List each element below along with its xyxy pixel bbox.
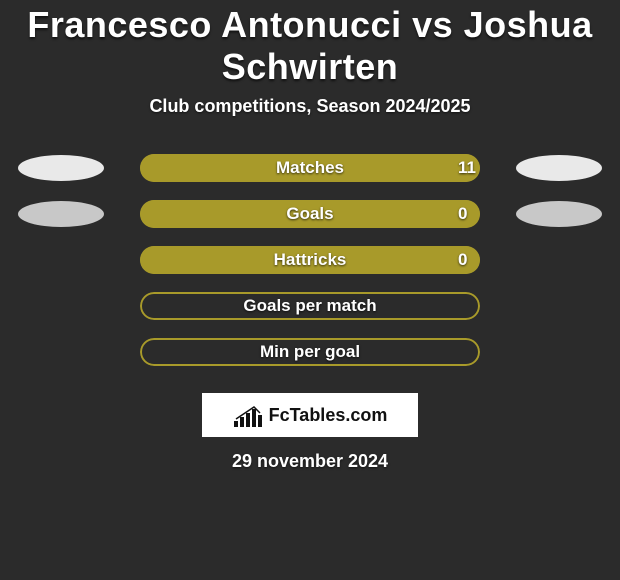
page-root: Francesco Antonucci vs Joshua Schwirten …	[0, 0, 620, 580]
stat-bar-fill	[140, 246, 480, 274]
player2-marker	[516, 155, 602, 181]
stat-label: Goals per match	[140, 292, 480, 320]
stat-bar: Matches	[140, 154, 480, 182]
stat-bar: Goals per match	[140, 292, 480, 320]
logo-text: FcTables.com	[269, 405, 388, 426]
barchart-icon	[233, 403, 263, 427]
site-logo: FcTables.com	[202, 393, 418, 437]
stat-bar: Goals	[140, 200, 480, 228]
player2-marker	[516, 201, 602, 227]
page-subtitle: Club competitions, Season 2024/2025	[0, 96, 620, 117]
stat-row: Min per goal	[0, 329, 620, 375]
stat-bar-border	[140, 292, 480, 320]
player1-marker	[18, 201, 104, 227]
stat-bar-fill	[140, 154, 480, 182]
stat-bar: Hattricks	[140, 246, 480, 274]
stat-bar: Min per goal	[140, 338, 480, 366]
stat-bar-fill	[140, 200, 480, 228]
stat-row: Hattricks0	[0, 237, 620, 283]
stat-label: Min per goal	[140, 338, 480, 366]
stat-bar-border	[140, 338, 480, 366]
player1-marker	[18, 155, 104, 181]
stat-row: Goals0	[0, 191, 620, 237]
stat-row: Goals per match	[0, 283, 620, 329]
stat-row: Matches11	[0, 145, 620, 191]
chart-date: 29 november 2024	[0, 451, 620, 472]
page-title: Francesco Antonucci vs Joshua Schwirten	[0, 0, 620, 88]
comparison-chart: Matches11Goals0Hattricks0 Goals per match…	[0, 145, 620, 375]
